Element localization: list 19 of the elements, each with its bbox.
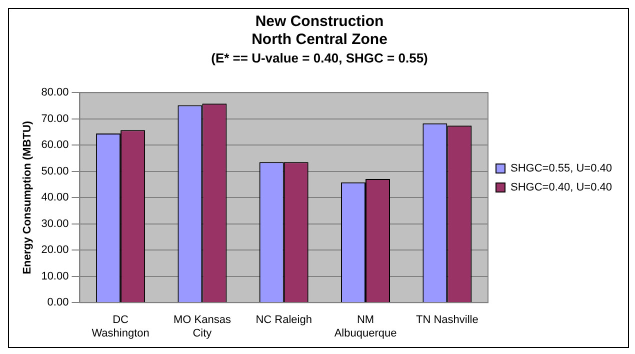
y-tick-label: 20.00 [41,244,69,256]
chart-subtitle: (E* == U-value = 0.40, SHGC = 0.55) [211,50,428,66]
y-tick-label: 0.00 [47,296,69,309]
y-axis-title: Energy Consumption (MBTU) [22,120,34,274]
y-tick-label: 40.00 [41,192,69,204]
y-tick-label: 80.00 [41,86,69,99]
y-tick-label: 10.00 [41,270,69,282]
y-tick-label: 50.00 [41,165,69,178]
y-tick-label: 70.00 [41,112,69,125]
chart-title: New Construction North Central Zone [252,13,388,48]
legend-label: SHGC=0.55, U=0.40 [510,162,612,175]
x-tick-label: TN Nashville [416,314,478,326]
x-tick-label: NC Raleigh [256,314,312,326]
x-tick-label: DC Washington [92,314,150,340]
y-tick-label: 60.00 [41,139,69,152]
x-tick-label: NM Albuquerque [334,314,397,340]
legend-label: SHGC=0.40, U=0.40 [510,182,612,194]
x-tick-label: MO Kansas City [173,314,232,340]
y-tick-label: 30.00 [41,218,69,230]
